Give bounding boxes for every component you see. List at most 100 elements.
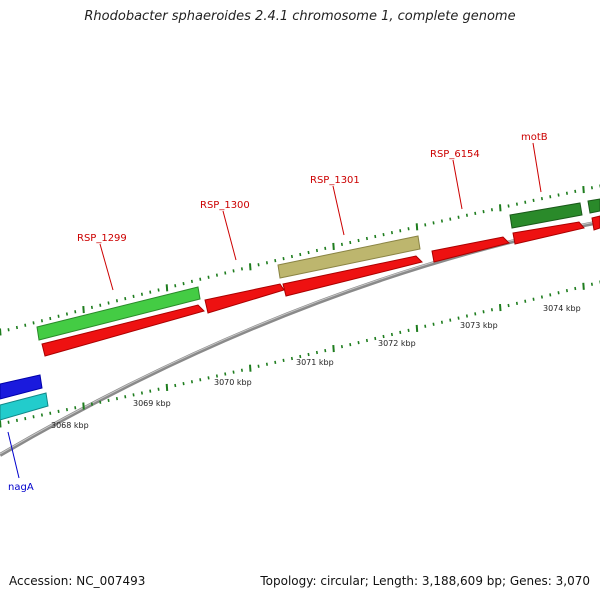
minor-tick [382,232,385,237]
cds-arrow[interactable] [431,236,510,263]
tick-label: 3069 kbp [133,399,171,408]
gene-label[interactable]: RSP_1299 [77,233,127,244]
minor-tick [207,376,210,380]
minor-tick [307,250,310,255]
cds-arrow[interactable] [41,304,205,357]
major-tick [415,324,419,332]
minor-tick [274,360,277,365]
minor-tick [265,261,268,265]
gene-bar-next[interactable] [587,198,600,214]
minor-tick [574,189,577,194]
minor-tick [40,319,43,323]
minor-tick [99,400,102,404]
minor-tick [290,254,293,259]
minor-tick [99,303,102,307]
minor-tick [349,240,352,245]
minor-tick [124,395,127,399]
minor-tick [357,238,360,243]
minor-tick [232,269,235,273]
minor-tick [490,308,493,312]
minor-tick [515,301,518,306]
minor-tick [32,321,35,325]
cds-track [41,215,600,357]
minor-tick [24,416,27,421]
major-tick [249,263,252,271]
minor-tick [540,295,543,299]
minor-tick [507,204,510,208]
gene-label[interactable]: motB [521,132,548,143]
minor-tick [399,229,402,233]
minor-tick [374,336,377,341]
minor-tick [540,196,543,201]
minor-tick [474,312,477,316]
minor-tick [174,284,177,288]
gene-track [0,198,600,421]
minor-tick [57,409,60,414]
tick-label: 3072 kbp [378,339,416,348]
major-tick [582,186,585,194]
minor-tick [340,242,343,247]
minor-tick [507,303,510,308]
minor-tick [482,310,485,314]
minor-tick [90,402,93,406]
minor-tick [140,292,143,296]
minor-tick [65,312,68,316]
gene-bar-motb[interactable] [509,202,583,229]
minor-tick [115,396,118,401]
gene-label[interactable]: nagA [8,482,34,493]
tick-track-outer [0,184,600,336]
minor-tick [390,332,393,337]
minor-tick [482,209,485,214]
minor-tick [107,301,110,305]
gene-labels: RSP_1299 RSP_1300 RSP_1301 RSP_6154 motB… [8,132,548,493]
minor-tick [549,293,552,297]
minor-tick [365,236,368,241]
gene-bar-rsp1301[interactable] [277,235,421,279]
minor-tick [424,324,427,328]
minor-tick [590,282,593,286]
cds-arrow[interactable] [282,255,423,297]
cds-arrow[interactable] [591,215,600,231]
minor-tick [224,372,227,376]
minor-tick [324,348,327,353]
minor-tick [174,383,177,388]
gene-label[interactable]: RSP_1301 [310,175,360,186]
minor-tick [132,393,135,397]
minor-tick [299,354,302,359]
minor-tick [265,362,268,366]
gene-bar-rsp1299[interactable] [36,286,201,341]
minor-tick [282,358,285,363]
major-tick [499,304,502,312]
cds-arrow[interactable] [204,283,285,314]
tick-labels: 3068 kbp 3069 kbp 3070 kbp 3071 kbp 3072… [51,304,581,430]
gene-label[interactable]: RSP_1300 [200,200,250,211]
minor-tick [449,318,452,322]
minor-tick [532,198,535,203]
minor-tick [15,418,18,423]
major-tick [82,306,85,314]
minor-tick [565,191,568,195]
major-tick [165,383,169,391]
major-tick [499,204,502,212]
minor-tick [382,334,385,339]
minor-tick [257,263,260,267]
minor-tick [224,271,227,275]
minor-tick [490,208,493,212]
minor-tick [357,340,360,345]
gene-label[interactable]: RSP_6154 [430,149,480,160]
minor-tick [149,389,152,393]
major-tick [332,242,335,250]
minor-tick [157,288,160,292]
gene-bar-naga-cds[interactable] [0,392,49,421]
minor-tick [24,323,27,327]
map-title: Rhodobacter sphaeroides 2.4.1 chromosome… [84,9,516,24]
minor-tick [524,200,527,204]
tick-track-inner [0,280,600,428]
gene-bar-naga[interactable] [0,374,43,400]
minor-tick [90,305,93,310]
minor-tick [590,186,593,190]
minor-tick [449,217,452,221]
major-tick [249,364,252,372]
cds-arrow[interactable] [512,221,585,245]
minor-tick [432,221,435,225]
